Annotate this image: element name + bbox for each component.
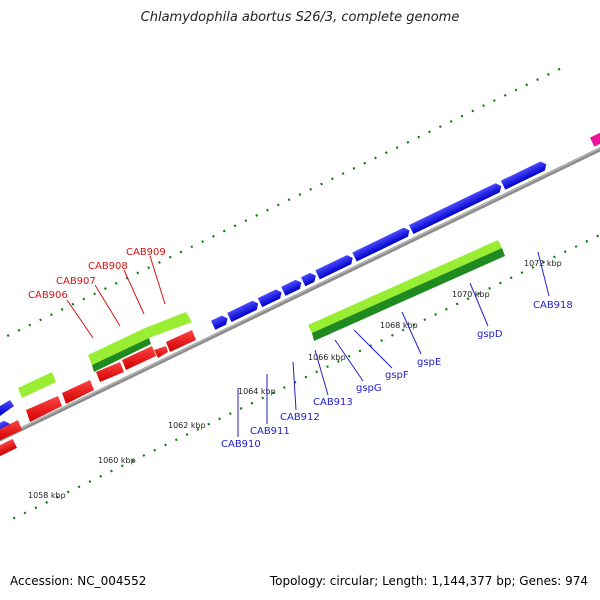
gene-label-CAB907[interactable]: CAB907 [56, 276, 96, 287]
scale-label: 1062 kbp [168, 421, 206, 430]
gene-label-CAB918[interactable]: CAB918 [533, 300, 573, 311]
gene-feature [88, 328, 149, 365]
scale-label: 1068 kbp [380, 321, 418, 330]
gene-feature [0, 400, 14, 416]
gene-label-gspD[interactable]: gspD [477, 329, 503, 340]
gene-feature [301, 272, 316, 287]
gene-feature [62, 380, 94, 404]
genome-backbone [0, 125, 600, 452]
gene-feature [18, 372, 56, 398]
gene-feature [210, 315, 228, 330]
scale-label: 1064 kbp [238, 387, 276, 396]
scale-label: 1072 kbp [524, 259, 562, 268]
gene-feature [352, 227, 410, 262]
gene-label-CAB909[interactable]: CAB909 [126, 247, 166, 258]
scale-label: 1070 kbp [452, 290, 490, 299]
gene-feature [166, 330, 196, 352]
scale-label: 1060 kbp [98, 456, 136, 465]
gene-feature [154, 346, 168, 358]
gene-feature [312, 248, 505, 341]
gene-feature [281, 279, 302, 296]
gene-label-CAB913[interactable]: CAB913 [313, 397, 353, 408]
gene-label-CAB912[interactable]: CAB912 [280, 412, 320, 423]
gene-feature [590, 132, 600, 147]
gene-label-CAB906[interactable]: CAB906 [28, 290, 68, 301]
gene-feature [227, 300, 259, 322]
gene-label-gspF[interactable]: gspF [385, 370, 409, 381]
gene-feature [96, 362, 124, 382]
gene-feature [122, 346, 156, 370]
gene-label-gspE[interactable]: gspE [417, 357, 441, 368]
reverse-strand-genes [0, 438, 17, 459]
gene-feature [26, 396, 62, 422]
scale-labels: 1058 kbp 1060 kbp 1062 kbp 1064 kbp 1066… [28, 259, 562, 500]
scale-label: 1058 kbp [28, 491, 66, 500]
scale-label: 1066 kbp [308, 353, 346, 362]
gene-label-gspG[interactable]: gspG [356, 383, 382, 394]
gene-feature [92, 338, 151, 372]
map-title: Chlamydophila abortus S26/3, complete ge… [140, 10, 460, 25]
gene-feature [0, 420, 10, 441]
gene-feature [500, 161, 547, 190]
reverse-gene-labels[interactable] [66, 255, 166, 339]
gene-label-CAB908[interactable]: CAB908 [88, 261, 128, 272]
gene-feature [0, 438, 17, 459]
lower-tick-ruler [12, 212, 600, 520]
genome-summary-text: Topology: circular; Length: 1,144,377 bp… [269, 574, 588, 588]
gene-label-CAB911[interactable]: CAB911 [250, 426, 290, 437]
gene-feature [409, 183, 502, 235]
accession-text: Accession: NC_004552 [10, 574, 147, 588]
gene-feature [308, 240, 502, 333]
gene-label-CAB910[interactable]: CAB910 [221, 439, 261, 450]
gene-feature [0, 420, 22, 440]
right-green-band [308, 240, 505, 341]
forward-gene-labels[interactable] [237, 251, 550, 437]
left-gene-cluster [0, 312, 196, 440]
forward-strand-genes [0, 132, 600, 441]
gene-feature [145, 312, 192, 338]
gene-feature [315, 255, 353, 280]
gene-feature [257, 289, 282, 308]
